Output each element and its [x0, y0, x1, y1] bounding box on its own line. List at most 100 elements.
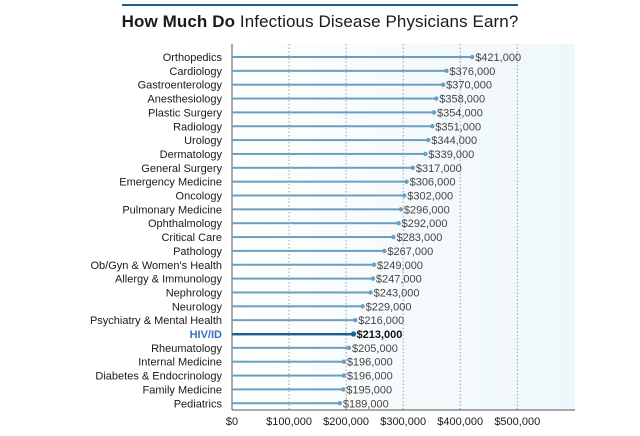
- bar: [232, 56, 473, 58]
- bar-end-marker: [398, 207, 404, 212]
- bar: [232, 83, 444, 86]
- bar: [232, 139, 429, 142]
- category-label: Anesthesiology: [147, 94, 222, 106]
- value-label: $370,000: [446, 80, 492, 92]
- bar-end-marker: [431, 110, 437, 115]
- bar-end-marker: [341, 387, 346, 392]
- value-label: $354,000: [437, 107, 483, 119]
- bar-end-marker: [360, 304, 365, 309]
- category-label: General Surgery: [141, 163, 222, 175]
- bar: [232, 263, 375, 266]
- category-label: Orthopedics: [163, 52, 223, 64]
- value-label: $344,000: [431, 135, 477, 147]
- category-label: Plastic Surgery: [148, 107, 222, 119]
- bar-end-marker: [391, 234, 396, 240]
- bar-end-marker: [430, 124, 435, 129]
- value-label: $195,000: [346, 384, 392, 396]
- x-tick-label: $400,000: [437, 416, 483, 428]
- value-label: $243,000: [374, 287, 420, 299]
- value-label: $292,000: [402, 218, 448, 230]
- bar-end-marker: [440, 82, 446, 87]
- bar: [232, 249, 385, 252]
- category-label: Pulmonary Medicine: [122, 204, 222, 216]
- value-label: $229,000: [366, 301, 412, 313]
- bar-end-marker: [434, 96, 439, 101]
- value-label: $213,000: [357, 329, 403, 341]
- bar-end-marker: [426, 137, 431, 143]
- bar: [232, 277, 373, 280]
- bar: [232, 180, 407, 183]
- category-label: Dermatology: [160, 149, 223, 161]
- category-label: Ophthalmology: [148, 218, 222, 230]
- bar: [232, 374, 344, 377]
- value-label: $283,000: [396, 232, 442, 244]
- value-label: $376,000: [450, 66, 496, 78]
- bar: [232, 166, 413, 169]
- bar: [232, 333, 354, 336]
- bar: [232, 346, 349, 349]
- bar-end-marker: [444, 68, 449, 74]
- bar-end-marker: [350, 331, 357, 337]
- category-label: Psychiatry & Mental Health: [90, 315, 222, 327]
- category-label: Radiology: [173, 121, 222, 133]
- bar: [232, 208, 401, 211]
- bar: [232, 319, 356, 322]
- bar-end-marker: [469, 54, 475, 60]
- category-label: Oncology: [176, 191, 223, 203]
- category-label: Pathology: [173, 246, 222, 258]
- category-label: Critical Care: [161, 232, 222, 244]
- x-tick-label: $0: [226, 416, 238, 428]
- bar: [232, 152, 426, 155]
- category-label: Ob/Gyn & Women's Health: [90, 260, 222, 272]
- bar: [232, 305, 363, 308]
- value-label: $339,000: [428, 149, 474, 161]
- bar-end-marker: [371, 262, 377, 267]
- bar: [232, 291, 371, 294]
- bar: [232, 222, 399, 225]
- value-label: $205,000: [352, 343, 398, 355]
- bar: [232, 360, 344, 363]
- bar-end-marker: [396, 221, 401, 226]
- value-label: $216,000: [358, 315, 404, 327]
- bar-end-marker: [423, 151, 428, 157]
- value-label: $421,000: [475, 52, 521, 64]
- category-label: HIV/ID: [190, 329, 222, 341]
- bar: [232, 194, 405, 197]
- category-label: Diabetes & Endocrinology: [95, 371, 222, 383]
- bar: [232, 125, 433, 128]
- bar-end-marker: [370, 276, 376, 281]
- chart-title: How Much Do Infectious Disease Physician…: [121, 4, 519, 32]
- chart-title-wrap: How Much Do Infectious Disease Physician…: [0, 4, 640, 32]
- bar-end-marker: [337, 401, 343, 406]
- value-label: $302,000: [407, 191, 453, 203]
- category-label: Emergency Medicine: [119, 177, 222, 189]
- category-label: Urology: [184, 135, 222, 147]
- value-label: $358,000: [439, 94, 485, 106]
- bar-end-marker: [410, 165, 416, 170]
- value-label: $267,000: [387, 246, 433, 258]
- bar: [232, 97, 437, 100]
- value-label: $296,000: [404, 204, 450, 216]
- chart-title-bold: How Much Do: [121, 12, 236, 31]
- bar: [232, 388, 344, 391]
- value-label: $189,000: [343, 398, 389, 410]
- x-tick-label: $100,000: [266, 416, 312, 428]
- category-label: Internal Medicine: [138, 357, 222, 369]
- value-label: $196,000: [347, 357, 393, 369]
- category-label: Rheumatology: [151, 343, 222, 355]
- chart-title-rest: Infectious Disease Physicians Earn?: [235, 12, 519, 31]
- bar-end-marker: [341, 373, 347, 378]
- category-label: Family Medicine: [143, 384, 222, 396]
- bar: [232, 111, 434, 114]
- value-label: $351,000: [435, 121, 481, 133]
- bar-end-marker: [368, 290, 373, 295]
- bar-end-marker: [382, 248, 387, 254]
- bar-end-marker: [341, 359, 347, 364]
- bar: [232, 236, 394, 239]
- x-tick-label: $300,000: [380, 416, 426, 428]
- category-label: Gastroenterology: [138, 80, 223, 92]
- x-tick-label: $500,000: [494, 416, 540, 428]
- category-label: Cardiology: [169, 66, 222, 78]
- value-label: $247,000: [376, 274, 422, 286]
